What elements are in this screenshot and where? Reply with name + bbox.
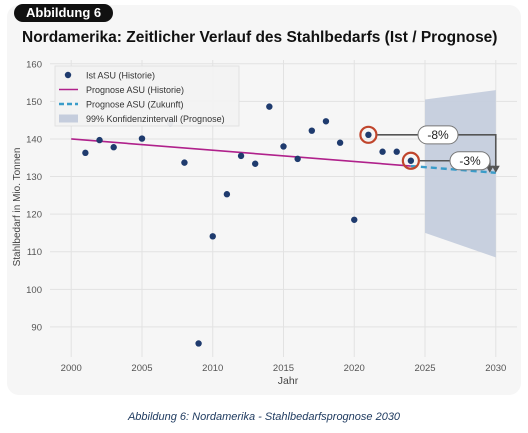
- chart-title: Nordamerika: Zeitlicher Verlauf des Stah…: [22, 29, 498, 46]
- x-tick-label: 2025: [414, 363, 435, 374]
- annotation-label: -3%: [459, 154, 481, 168]
- x-tick-label: 2010: [202, 363, 223, 374]
- y-axis-label: Stahlbedarf in Mio. Tonnen: [12, 148, 23, 267]
- figure-badge: Abbildung 6: [14, 4, 114, 22]
- confidence-band: [425, 90, 496, 258]
- x-tick-label: 2030: [485, 363, 506, 374]
- tick-labels: 90 100 110 120 130 140 150 160 2000 2005 2010 2015 2…: [26, 59, 506, 374]
- data-point: [336, 139, 344, 146]
- data-point: [365, 131, 372, 139]
- data-point: [223, 191, 231, 198]
- y-tick-label: 110: [27, 247, 42, 258]
- data-point: [266, 103, 273, 110]
- x-tick-label: 2005: [131, 363, 152, 374]
- y-tick-label: 100: [26, 285, 42, 296]
- legend-box: [54, 65, 240, 127]
- data-point: [280, 143, 287, 150]
- confidence-interval-band: [425, 90, 496, 258]
- y-tick-label: 120: [26, 210, 42, 221]
- legend-label: Ist ASU (Historie): [86, 71, 155, 81]
- data-point: [138, 135, 146, 142]
- data-point: [351, 216, 358, 223]
- figure-caption: Abbildung 6: Nordamerika - Stahlbedarfsp…: [127, 411, 401, 423]
- y-tick-label: 130: [26, 172, 42, 183]
- x-tick-label: 2000: [61, 363, 82, 374]
- annotation-label: -8%: [427, 128, 449, 142]
- data-point: [379, 148, 386, 155]
- annotation-pill: [449, 151, 491, 171]
- data-point: [237, 152, 245, 160]
- data-point: [181, 159, 188, 166]
- forecast-lines: [71, 138, 496, 174]
- data-point: [110, 144, 117, 151]
- annotation-arrowhead: [485, 165, 494, 173]
- highlight-ring: [401, 151, 420, 170]
- annotations: -8% -3%: [359, 125, 500, 173]
- data-point: [322, 118, 330, 125]
- annotation-bracket: [377, 134, 497, 169]
- legend-label: 99% Konfidenzintervall (Prognose): [86, 114, 225, 124]
- y-tick-label: 160: [26, 59, 42, 70]
- data-point: [308, 127, 316, 134]
- legend-marker-band: [59, 114, 78, 123]
- y-tick-label: 90: [31, 322, 42, 333]
- y-tick-label: 150: [26, 97, 42, 108]
- data-point: [393, 148, 400, 155]
- data-point: [195, 340, 202, 347]
- highlight-ring: [359, 125, 378, 144]
- data-point: [96, 136, 103, 144]
- data-point: [294, 155, 301, 163]
- forecast-history-line: [71, 138, 411, 167]
- y-tick-label: 140: [26, 134, 42, 145]
- legend-label: Prognose ASU (Zukunft): [86, 100, 184, 110]
- legend: Ist ASU (Historie) Prognose ASU (Historie…: [54, 65, 240, 127]
- forecast-future-line: [410, 164, 496, 174]
- data-point: [407, 157, 415, 164]
- annotation-pill: [417, 125, 459, 145]
- legend-label: Prognose ASU (Historie): [86, 85, 184, 95]
- legend-marker-points: [64, 71, 72, 79]
- data-point: [82, 149, 89, 157]
- data-point: [251, 160, 259, 167]
- x-tick-label: 2020: [344, 363, 365, 374]
- annotation-arrowhead: [491, 165, 500, 173]
- data-point: [209, 233, 216, 240]
- x-axis-label: Jahr: [278, 375, 299, 387]
- x-tick-label: 2015: [273, 363, 294, 374]
